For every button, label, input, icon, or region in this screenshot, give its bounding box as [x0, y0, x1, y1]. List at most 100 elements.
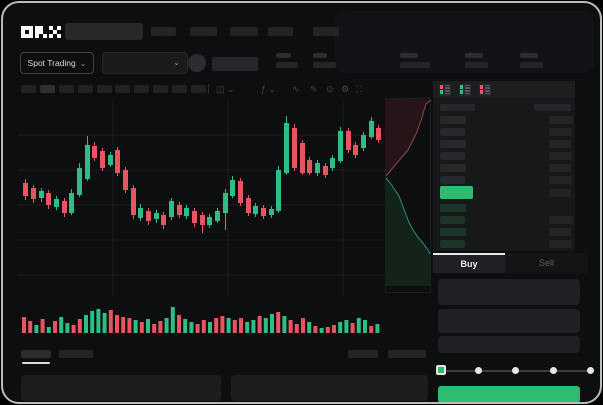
interval-chip[interactable]	[153, 85, 168, 93]
order-input-field[interactable]	[438, 279, 580, 305]
ask-price[interactable]	[440, 116, 466, 124]
depth-chart[interactable]	[385, 98, 431, 293]
volume-bar	[307, 322, 312, 333]
bid-price[interactable]	[440, 228, 466, 236]
settings-icon[interactable]: ⚙	[341, 84, 350, 94]
order-input-field[interactable]	[438, 309, 580, 333]
last-price-badge[interactable]	[440, 186, 473, 199]
candlestick-chart[interactable]	[18, 100, 386, 296]
slider-handle[interactable]	[436, 365, 446, 375]
ask-price[interactable]	[440, 128, 465, 136]
stat-value	[520, 62, 543, 68]
candle	[77, 168, 82, 195]
slider-step-dot[interactable]	[549, 367, 557, 374]
candle	[269, 209, 274, 215]
tab-sell[interactable]: Sell	[505, 253, 588, 273]
bid-amount[interactable]	[549, 240, 572, 248]
line-tool-icon[interactable]: ∿	[292, 84, 300, 94]
bid-price[interactable]	[440, 216, 465, 224]
bottom-tab[interactable]	[59, 350, 93, 358]
bid-price[interactable]	[440, 240, 465, 248]
pair-dropdown[interactable]: ⌄	[102, 52, 188, 74]
ask-amount[interactable]	[549, 152, 572, 160]
nav-item[interactable]	[313, 27, 339, 36]
bottom-tab[interactable]	[388, 350, 426, 358]
market-type-dropdown[interactable]: Spot Trading ⌄	[20, 52, 94, 74]
ask-amount[interactable]	[549, 116, 573, 124]
interval-chip[interactable]	[97, 85, 112, 93]
snapshot-icon[interactable]: ⊙	[326, 84, 334, 94]
orderbook-view-switcher	[433, 81, 575, 98]
candle	[323, 166, 328, 175]
interval-chip[interactable]	[134, 85, 149, 93]
interval-chip[interactable]	[78, 85, 93, 93]
stat-value	[400, 62, 430, 68]
interval-chip[interactable]	[40, 85, 55, 93]
interval-chip[interactable]	[59, 85, 74, 93]
indicators-icon[interactable]: ƒ ⌄	[261, 84, 277, 94]
order-input-field[interactable]	[438, 336, 580, 353]
draw-tool-icon[interactable]: ✎	[310, 84, 318, 94]
candle	[230, 180, 235, 196]
book-bids-icon[interactable]	[459, 83, 471, 96]
slider-step-dot[interactable]	[586, 367, 594, 374]
candle	[284, 123, 289, 173]
volume-bar	[46, 327, 51, 333]
book-both-icon[interactable]	[439, 83, 451, 96]
interval-chip[interactable]	[115, 85, 130, 93]
chart-style-icon[interactable]: ◫ ⌄	[216, 84, 235, 94]
volume-bar	[270, 314, 274, 333]
candle	[138, 208, 143, 218]
book-asks-icon[interactable]	[479, 83, 491, 96]
interval-chip[interactable]	[191, 85, 206, 93]
ask-amount[interactable]	[549, 140, 571, 148]
volume-bar	[338, 322, 343, 333]
volume-bar	[96, 309, 101, 333]
candle	[154, 213, 159, 219]
ask-price[interactable]	[440, 140, 466, 148]
interval-chip[interactable]	[172, 85, 187, 93]
candle	[300, 143, 305, 173]
nav-item[interactable]	[190, 27, 217, 36]
bid-amount[interactable]	[549, 228, 571, 236]
slider-step-dot[interactable]	[474, 367, 482, 374]
volume-bar	[356, 318, 361, 333]
candle	[62, 201, 67, 213]
bottom-tab[interactable]	[348, 350, 378, 358]
volume-bar	[363, 320, 367, 333]
ask-depth-area	[385, 98, 431, 176]
volume-bar	[301, 318, 305, 333]
ask-amount[interactable]	[549, 164, 571, 172]
ask-amount[interactable]	[549, 128, 572, 136]
ask-price[interactable]	[440, 176, 465, 184]
bid-amount[interactable]	[549, 216, 573, 224]
volume-bar	[84, 315, 88, 333]
ask-price[interactable]	[440, 164, 466, 172]
buy-submit-button[interactable]	[438, 386, 580, 402]
nav-item[interactable]	[151, 27, 176, 36]
volume-bar	[90, 311, 95, 333]
volume-bar	[332, 325, 336, 333]
slider-step-dot[interactable]	[511, 367, 519, 374]
toolbar-divider	[208, 84, 209, 94]
tab-buy[interactable]: Buy	[433, 253, 505, 273]
candle	[46, 193, 51, 205]
bottom-tab[interactable]	[21, 350, 51, 358]
okx-logo[interactable]	[21, 26, 61, 38]
price-column-header	[440, 104, 475, 111]
ask-amount[interactable]	[549, 176, 572, 184]
search-input[interactable]	[65, 23, 143, 40]
nav-item[interactable]	[230, 27, 258, 36]
nav-item[interactable]	[268, 27, 293, 36]
volume-bar	[214, 318, 219, 333]
interval-chip[interactable]	[21, 85, 36, 93]
ask-price[interactable]	[440, 152, 465, 160]
ask-depth-line	[385, 99, 431, 177]
candle	[223, 193, 228, 213]
candle	[292, 128, 297, 168]
volume-bar	[282, 316, 287, 333]
fullscreen-icon[interactable]: ⛶	[356, 84, 363, 94]
volume-bar	[108, 310, 113, 333]
bid-price[interactable]	[440, 204, 466, 212]
